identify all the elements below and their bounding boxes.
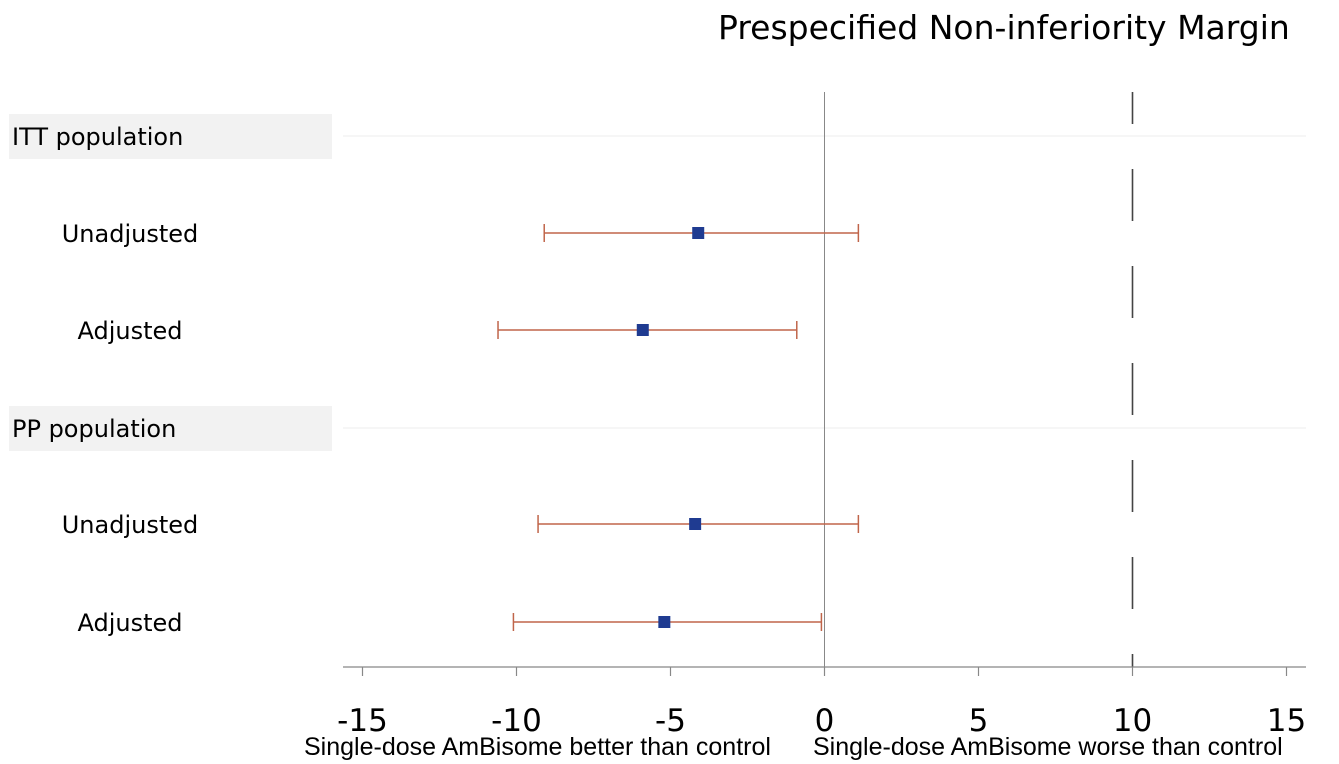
row-label: Adjusted <box>77 317 182 345</box>
x-tick-label: -5 <box>655 703 686 739</box>
x-tick-label: 10 <box>1113 703 1152 739</box>
x-tick-label: -15 <box>337 703 388 739</box>
point-estimate <box>692 227 705 239</box>
row-label: Adjusted <box>77 609 182 637</box>
point-estimate <box>636 324 649 336</box>
point-estimate <box>689 518 702 530</box>
x-annotation-better: Single-dose AmBisome better than control <box>304 733 771 761</box>
header-band <box>9 114 332 159</box>
reference-lines <box>824 92 1134 667</box>
point-estimate <box>658 616 671 628</box>
point-estimates <box>636 227 705 628</box>
row-labels: ITT population Unadjusted Adjusted PP popul… <box>12 123 198 637</box>
header-band <box>9 406 332 451</box>
chart-title: Prespecified Non-inferiority Margin <box>718 8 1290 47</box>
x-tick-label: -10 <box>491 703 542 739</box>
group-header-label: ITT population <box>12 123 183 151</box>
x-axis: -15 -10 -5 0 5 10 15 <box>337 666 1306 739</box>
row-label: Unadjusted <box>62 220 199 248</box>
group-header-label: PP population <box>12 415 176 443</box>
row-label: Unadjusted <box>62 511 199 539</box>
x-tick-label: 5 <box>969 703 989 739</box>
x-tick-label: 15 <box>1267 703 1306 739</box>
x-tick-label: 0 <box>815 703 835 739</box>
header-bands <box>9 114 1306 451</box>
x-annotation-worse: Single-dose AmBisome worse than control <box>813 733 1283 761</box>
